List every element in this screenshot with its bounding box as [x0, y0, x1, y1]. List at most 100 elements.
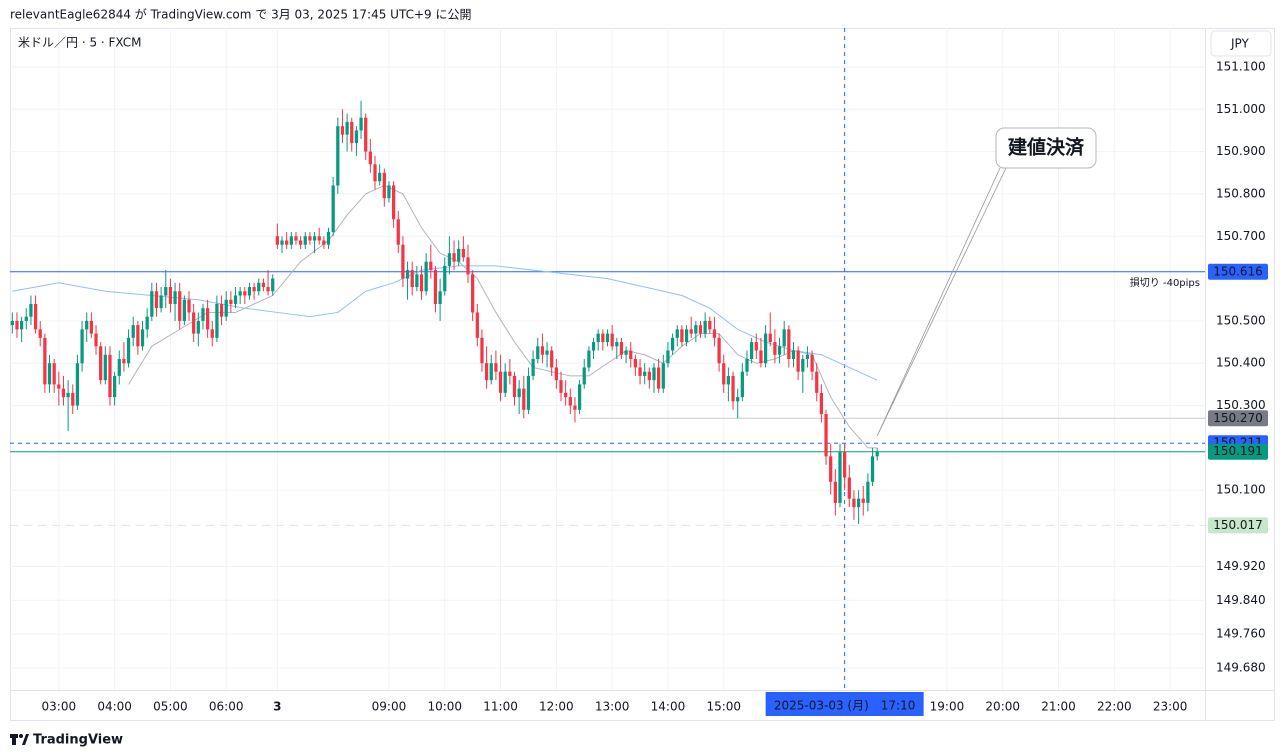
candle-body	[219, 303, 224, 317]
candle-body	[252, 287, 256, 292]
candle-body	[294, 236, 298, 241]
candle-body	[568, 397, 572, 406]
x-tick-label: 3	[273, 700, 281, 714]
candle-body	[777, 346, 782, 355]
candle-body	[861, 498, 865, 503]
candle-body	[829, 456, 833, 482]
candle-body	[322, 240, 326, 245]
candle-body	[317, 236, 321, 241]
candle-body	[233, 295, 238, 304]
candle-body	[573, 405, 577, 410]
candle-body	[117, 359, 121, 376]
candle-body	[312, 236, 317, 241]
candle-body	[824, 414, 828, 457]
y-tick-label: 150.100	[1216, 483, 1266, 497]
candle-body	[489, 363, 493, 381]
candle-body	[675, 329, 679, 338]
y-tick-label: 150.300	[1216, 398, 1266, 412]
candle-body	[24, 316, 28, 321]
candle-body	[852, 498, 856, 508]
candle-body	[875, 451, 879, 457]
candle-body	[763, 333, 768, 364]
candle-body	[433, 270, 438, 304]
y-tick-label: 149.680	[1216, 660, 1266, 674]
candle-body	[856, 498, 861, 508]
candle-body	[164, 287, 168, 296]
candle-body	[382, 172, 386, 199]
candle-body	[66, 392, 70, 398]
candle-body	[638, 367, 642, 376]
candle-body	[145, 316, 149, 330]
candle-body	[364, 117, 368, 152]
candle-body	[108, 354, 112, 398]
candle-body	[396, 219, 400, 245]
candle-body	[33, 303, 38, 330]
candle-body	[722, 363, 726, 385]
y-tick-label: 150.800	[1216, 186, 1266, 200]
candle-body	[847, 477, 851, 499]
candle-body	[773, 342, 777, 355]
candle-body	[112, 375, 117, 398]
candle-body	[577, 384, 582, 410]
candle-body	[647, 371, 651, 381]
y-tick-label: 150.700	[1216, 229, 1266, 243]
candle-body	[666, 350, 670, 364]
candle-body	[224, 299, 228, 317]
y-tick-label: 149.760	[1216, 627, 1266, 641]
currency-button[interactable]	[1210, 30, 1272, 57]
candle-body	[247, 287, 252, 296]
candle-body	[838, 452, 842, 503]
x-tick-label: 19:00	[930, 700, 965, 714]
candle-body	[447, 253, 452, 266]
x-tick-label: 12:00	[539, 700, 574, 714]
y-tick-label: 150.900	[1216, 144, 1266, 158]
candle-body	[419, 274, 424, 292]
candle-body	[192, 312, 196, 334]
price-label: 150.616	[1213, 264, 1263, 278]
candle-body	[708, 320, 712, 330]
y-tick-label: 150.400	[1216, 356, 1266, 370]
candle-body	[559, 380, 563, 393]
price-label: 150.191	[1213, 444, 1263, 458]
candle-body	[750, 342, 754, 359]
currency-label[interactable]: JPY	[1230, 37, 1250, 51]
x-tick-label: 05:00	[153, 700, 188, 714]
candle-body	[410, 270, 414, 288]
crosshair-time-label: 2025-03-03 (月) 17:10	[774, 699, 916, 713]
candle-body	[754, 342, 758, 351]
candle-body	[452, 253, 456, 262]
candle-body	[424, 261, 428, 292]
candle-body	[150, 291, 154, 317]
candle-body	[345, 121, 349, 135]
candle-body	[210, 329, 214, 338]
candle-body	[536, 346, 540, 359]
candle-body	[57, 384, 61, 389]
candle-body	[843, 452, 847, 478]
candle-body	[484, 363, 489, 381]
x-tick-label: 15:00	[706, 700, 741, 714]
candle-body	[498, 371, 503, 393]
candle-body	[657, 367, 661, 389]
candle-body	[326, 232, 331, 245]
candle-body	[782, 329, 786, 347]
candle-body	[187, 299, 191, 313]
candle-body	[554, 367, 558, 381]
candle-body	[10, 320, 14, 326]
candle-body	[791, 350, 796, 359]
candle-body	[801, 359, 805, 372]
candle-body	[238, 291, 242, 296]
candle-body	[261, 282, 266, 288]
candle-body	[471, 274, 475, 313]
candle-body	[619, 342, 624, 355]
candle-body	[52, 363, 56, 385]
candle-body	[368, 151, 372, 165]
candle-body	[178, 291, 182, 321]
candle-body	[303, 236, 307, 245]
candle-body	[80, 329, 84, 364]
x-tick-label: 20:00	[985, 700, 1020, 714]
candle-body	[229, 299, 233, 304]
candle-body	[605, 333, 610, 343]
candle-body	[168, 287, 173, 304]
candle-body	[740, 371, 744, 398]
